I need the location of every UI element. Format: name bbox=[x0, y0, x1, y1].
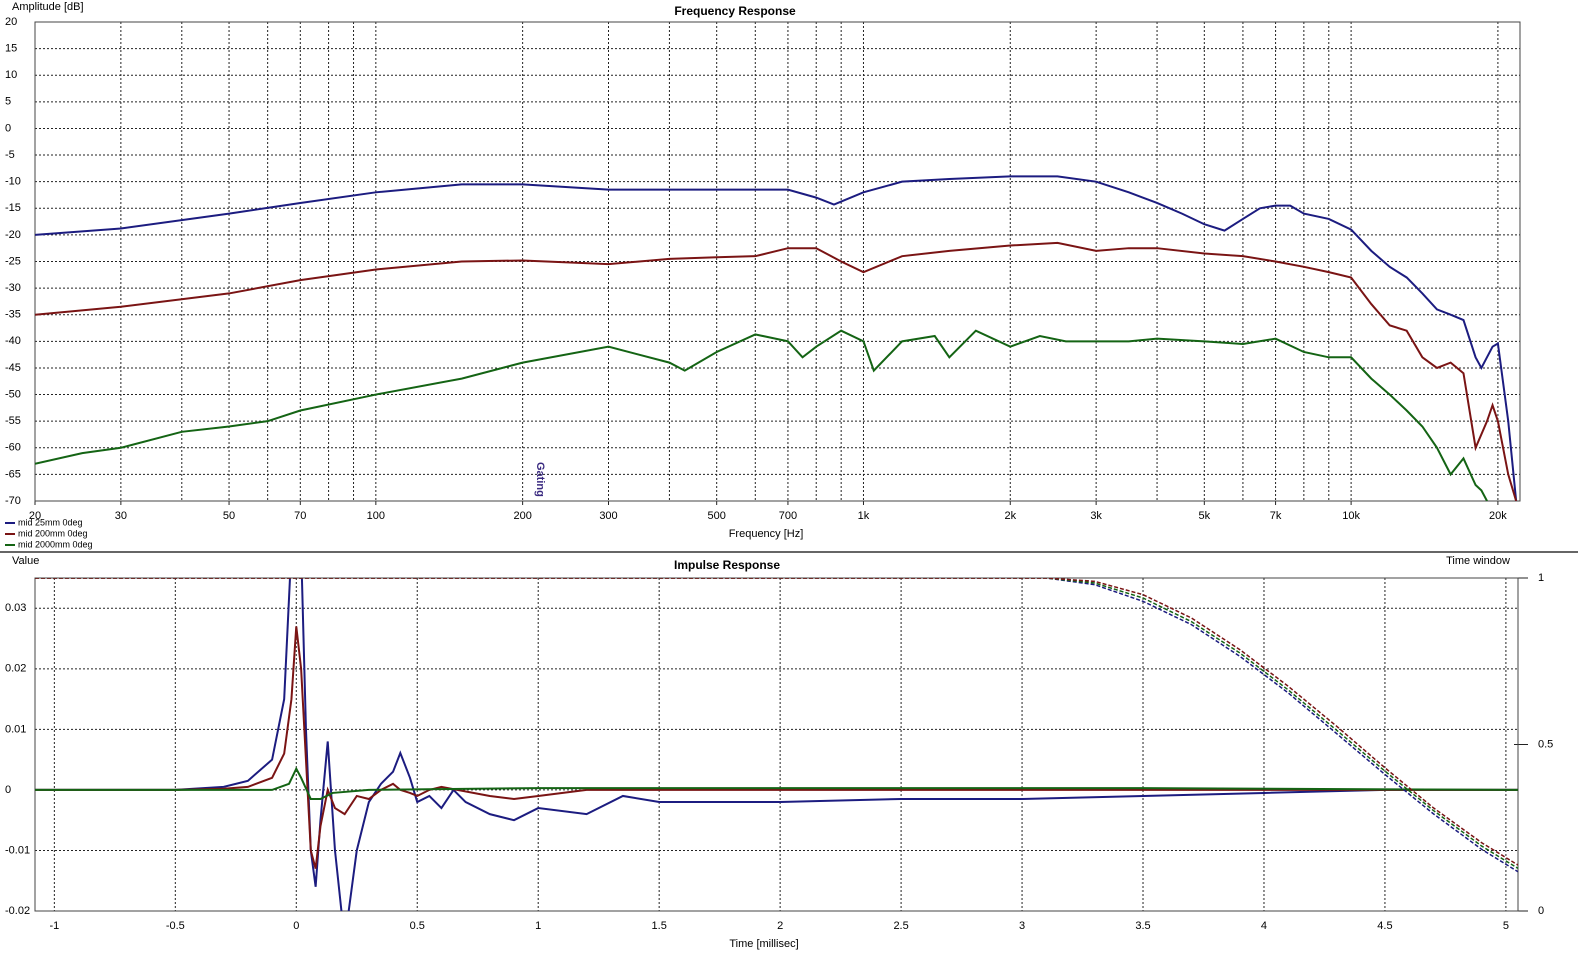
x-tick-label: -1 bbox=[49, 920, 59, 932]
y-tick-label: -70 bbox=[5, 495, 21, 507]
x-tick-label: 20 bbox=[29, 510, 41, 522]
x-tick-label: 2k bbox=[1004, 510, 1016, 522]
annotation: Gating bbox=[534, 462, 546, 497]
x-tick-label: 20k bbox=[1489, 510, 1507, 522]
x-tick-label: 0 bbox=[293, 920, 299, 932]
x-tick-label: 3.5 bbox=[1135, 920, 1150, 932]
x-axis-label: Time [millisec] bbox=[729, 938, 798, 950]
y-tick-label: -35 bbox=[5, 309, 21, 321]
series-line bbox=[35, 766, 1518, 800]
y-tick-label: -65 bbox=[5, 468, 21, 480]
y2-tick-label: 1 bbox=[1538, 572, 1544, 584]
x-tick-label: 3 bbox=[1019, 920, 1025, 932]
y2-axis-label: Time window bbox=[1446, 555, 1510, 567]
series-line bbox=[35, 329, 1488, 501]
y-tick-label: -5 bbox=[5, 149, 15, 161]
x-tick-label: 30 bbox=[115, 510, 127, 522]
x-tick-label: 7k bbox=[1270, 510, 1282, 522]
y-axis-label: Value bbox=[12, 555, 39, 567]
y-tick-label: -45 bbox=[5, 362, 21, 374]
y-tick-label: 0 bbox=[5, 784, 11, 796]
x-tick-label: 500 bbox=[708, 510, 726, 522]
series-line bbox=[35, 241, 1518, 501]
x-tick-label: 1k bbox=[858, 510, 870, 522]
legend-label: mid 200mm 0deg bbox=[18, 528, 88, 538]
y-tick-label: 0.01 bbox=[5, 723, 26, 735]
x-tick-label: 700 bbox=[779, 510, 797, 522]
x-tick-label: 200 bbox=[513, 510, 531, 522]
y-tick-label: -30 bbox=[5, 282, 21, 294]
y-tick-label: -10 bbox=[5, 176, 21, 188]
plot-frame bbox=[34, 21, 1521, 502]
x-tick-label: 2.5 bbox=[893, 920, 908, 932]
y-tick-label: -40 bbox=[5, 335, 21, 347]
chart-title: Impulse Response bbox=[674, 558, 780, 572]
y-tick-label: -25 bbox=[5, 255, 21, 267]
y2-tick-label: 0 bbox=[1538, 905, 1544, 917]
x-tick-label: 3k bbox=[1090, 510, 1102, 522]
x-tick-label: 300 bbox=[599, 510, 617, 522]
window-line bbox=[35, 578, 1518, 870]
x-tick-label: 10k bbox=[1342, 510, 1360, 522]
x-tick-label: 4.5 bbox=[1377, 920, 1392, 932]
x-tick-label: 2 bbox=[777, 920, 783, 932]
y2-tick-label: 0.5 bbox=[1538, 738, 1553, 750]
series-line bbox=[35, 175, 1518, 501]
y-tick-label: -50 bbox=[5, 388, 21, 400]
x-axis-label: Frequency [Hz] bbox=[729, 528, 804, 540]
y-tick-label: -0.01 bbox=[5, 844, 30, 856]
x-tick-label: 0.5 bbox=[410, 920, 425, 932]
y-tick-label: -0.02 bbox=[5, 905, 30, 917]
y-tick-label: -20 bbox=[5, 229, 21, 241]
y-tick-label: 15 bbox=[5, 43, 17, 55]
y-tick-label: -15 bbox=[5, 202, 21, 214]
y-axis-label: Amplitude [dB] bbox=[12, 1, 84, 13]
chart-title: Frequency Response bbox=[674, 4, 796, 18]
series-line bbox=[35, 578, 1518, 911]
window-line bbox=[35, 578, 1518, 866]
y-tick-label: -60 bbox=[5, 442, 21, 454]
y-tick-label: 10 bbox=[5, 69, 17, 81]
window-line bbox=[35, 578, 1518, 873]
x-tick-label: 4 bbox=[1261, 920, 1267, 932]
x-tick-label: 1 bbox=[535, 920, 541, 932]
x-tick-label: 5 bbox=[1503, 920, 1509, 932]
y-tick-label: 5 bbox=[5, 96, 11, 108]
series-line bbox=[35, 626, 1518, 869]
legend-label: mid 2000mm 0deg bbox=[18, 539, 93, 549]
x-tick-label: 5k bbox=[1199, 510, 1211, 522]
y-tick-label: -55 bbox=[5, 415, 21, 427]
y-tick-label: 0 bbox=[5, 122, 11, 134]
x-tick-label: -0.5 bbox=[166, 920, 185, 932]
x-tick-label: 100 bbox=[367, 510, 385, 522]
x-tick-label: 70 bbox=[294, 510, 306, 522]
y-tick-label: 20 bbox=[5, 16, 17, 28]
legend-label: mid 25mm 0deg bbox=[18, 517, 83, 527]
x-tick-label: 50 bbox=[223, 510, 235, 522]
y-tick-label: 0.02 bbox=[5, 663, 26, 675]
x-tick-label: 1.5 bbox=[652, 920, 667, 932]
y-tick-label: 0.03 bbox=[5, 602, 26, 614]
